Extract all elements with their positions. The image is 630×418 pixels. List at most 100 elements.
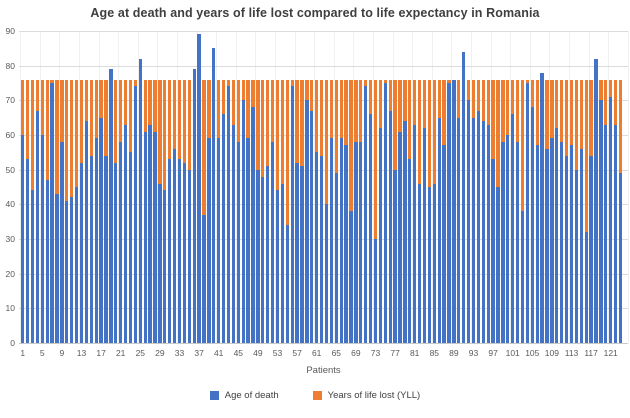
horizontal-gridline <box>19 100 628 102</box>
chart-title: Age at death and years of life lost comp… <box>90 6 540 20</box>
bar-years-of-life-lost <box>457 79 461 118</box>
vertical-gridline <box>255 31 257 343</box>
legend-swatch-years-of-life-lost <box>312 391 322 400</box>
bar-age-of-death <box>324 204 329 343</box>
bar-years-of-life-lost <box>564 79 569 156</box>
bar-age-of-death <box>84 121 89 343</box>
y-tick-label: 10 <box>5 303 15 314</box>
x-tick-label: 13 <box>76 348 87 358</box>
bar-age-of-death <box>388 110 392 343</box>
bar-age-of-death <box>60 141 64 343</box>
bar-years-of-life-lost <box>491 79 495 160</box>
bar-years-of-life-lost <box>393 79 397 170</box>
bar-age-of-death <box>35 110 40 343</box>
bar-years-of-life-lost <box>378 79 383 129</box>
bar-years-of-life-lost <box>349 79 353 212</box>
bar-age-of-death <box>236 141 240 343</box>
bar-years-of-life-lost <box>231 79 236 125</box>
y-tick-label: 0 <box>10 338 15 348</box>
x-tick-label: 73 <box>370 348 381 358</box>
bar-years-of-life-lost <box>324 79 329 205</box>
bar-years-of-life-lost <box>511 79 515 115</box>
x-tick-label: 9 <box>59 348 65 358</box>
y-tick-label: 20 <box>5 268 15 279</box>
bar-age-of-death <box>496 187 500 343</box>
bar-years-of-life-lost <box>506 79 510 135</box>
x-tick-label: 61 <box>311 348 322 358</box>
horizontal-gridline <box>19 204 628 206</box>
horizontal-gridline <box>19 273 628 275</box>
bar-years-of-life-lost <box>21 79 25 135</box>
bar-years-of-life-lost <box>417 79 422 184</box>
bar-years-of-life-lost <box>35 79 40 111</box>
bar-years-of-life-lost <box>148 79 152 125</box>
bar-age-of-death <box>584 232 588 343</box>
legend-swatch-age-of-death <box>209 391 219 400</box>
vertical-gridline <box>608 31 610 343</box>
y-tick-label: 80 <box>5 60 15 71</box>
x-tick-label: 121 <box>603 348 618 358</box>
bar-years-of-life-lost <box>618 79 623 174</box>
bar-years-of-life-lost <box>319 79 324 156</box>
vertical-gridline <box>98 31 100 343</box>
bar-age-of-death <box>182 162 187 343</box>
bar-years-of-life-lost <box>359 79 363 142</box>
bar-years-of-life-lost <box>226 79 231 87</box>
bar-age-of-death <box>618 173 623 343</box>
bar-age-of-death <box>604 124 608 343</box>
bar-age-of-death <box>442 145 446 343</box>
bar-age-of-death <box>329 138 334 343</box>
bar-years-of-life-lost <box>187 79 191 170</box>
bar-age-of-death <box>158 183 162 343</box>
x-tick-label: 97 <box>488 348 498 358</box>
bar-age-of-death <box>21 135 25 343</box>
bar-age-of-death <box>226 86 231 343</box>
bar-years-of-life-lost <box>290 79 294 87</box>
bar-years-of-life-lost <box>515 79 520 142</box>
bar-years-of-life-lost <box>221 79 226 115</box>
bar-years-of-life-lost <box>30 79 35 191</box>
bar-age-of-death <box>212 48 216 343</box>
bar-age-of-death <box>261 176 265 343</box>
bar-years-of-life-lost <box>202 79 206 215</box>
legend-label-years-of-life-lost: Years of life lost (YLL) <box>327 390 421 401</box>
x-tick-label: 85 <box>429 348 440 358</box>
bar-years-of-life-lost <box>182 79 187 163</box>
bar-years-of-life-lost <box>315 79 319 153</box>
bar-age-of-death <box>40 135 44 343</box>
bar-years-of-life-lost <box>153 79 157 132</box>
bar-age-of-death <box>319 155 324 343</box>
bar-years-of-life-lost <box>530 79 534 108</box>
bar-years-of-life-lost <box>520 79 525 212</box>
bar-age-of-death <box>231 124 236 343</box>
bar-years-of-life-lost <box>300 79 304 167</box>
bar-age-of-death <box>45 180 49 343</box>
bar-years-of-life-lost <box>344 79 348 146</box>
x-tick-label: 81 <box>409 348 420 358</box>
x-tick-label: 93 <box>468 348 479 358</box>
bar-years-of-life-lost <box>168 79 172 160</box>
bar-age-of-death <box>50 83 54 343</box>
bar-age-of-death <box>462 51 466 343</box>
vertical-gridline <box>510 31 512 343</box>
legend-item-years-of-life-lost: Years of life lost (YLL) <box>312 390 421 401</box>
vertical-gridline <box>235 31 237 343</box>
bar-years-of-life-lost <box>246 79 250 139</box>
x-tick-label: 33 <box>174 348 185 358</box>
horizontal-gridline <box>19 169 628 171</box>
bar-age-of-death <box>221 114 226 343</box>
bar-age-of-death <box>540 72 544 343</box>
x-tick-label: 53 <box>272 348 283 358</box>
bar-years-of-life-lost <box>55 79 59 194</box>
bar-age-of-death <box>65 200 69 343</box>
bar-age-of-death <box>560 141 564 343</box>
bar-age-of-death <box>246 138 250 343</box>
bar-age-of-death <box>520 211 525 343</box>
bar-age-of-death <box>550 138 554 343</box>
bar-years-of-life-lost <box>70 79 74 198</box>
bar-years-of-life-lost <box>94 79 98 139</box>
bar-years-of-life-lost <box>295 79 299 163</box>
bar-age-of-death <box>447 83 451 343</box>
bar-years-of-life-lost <box>143 79 147 132</box>
bar-age-of-death <box>251 107 255 343</box>
